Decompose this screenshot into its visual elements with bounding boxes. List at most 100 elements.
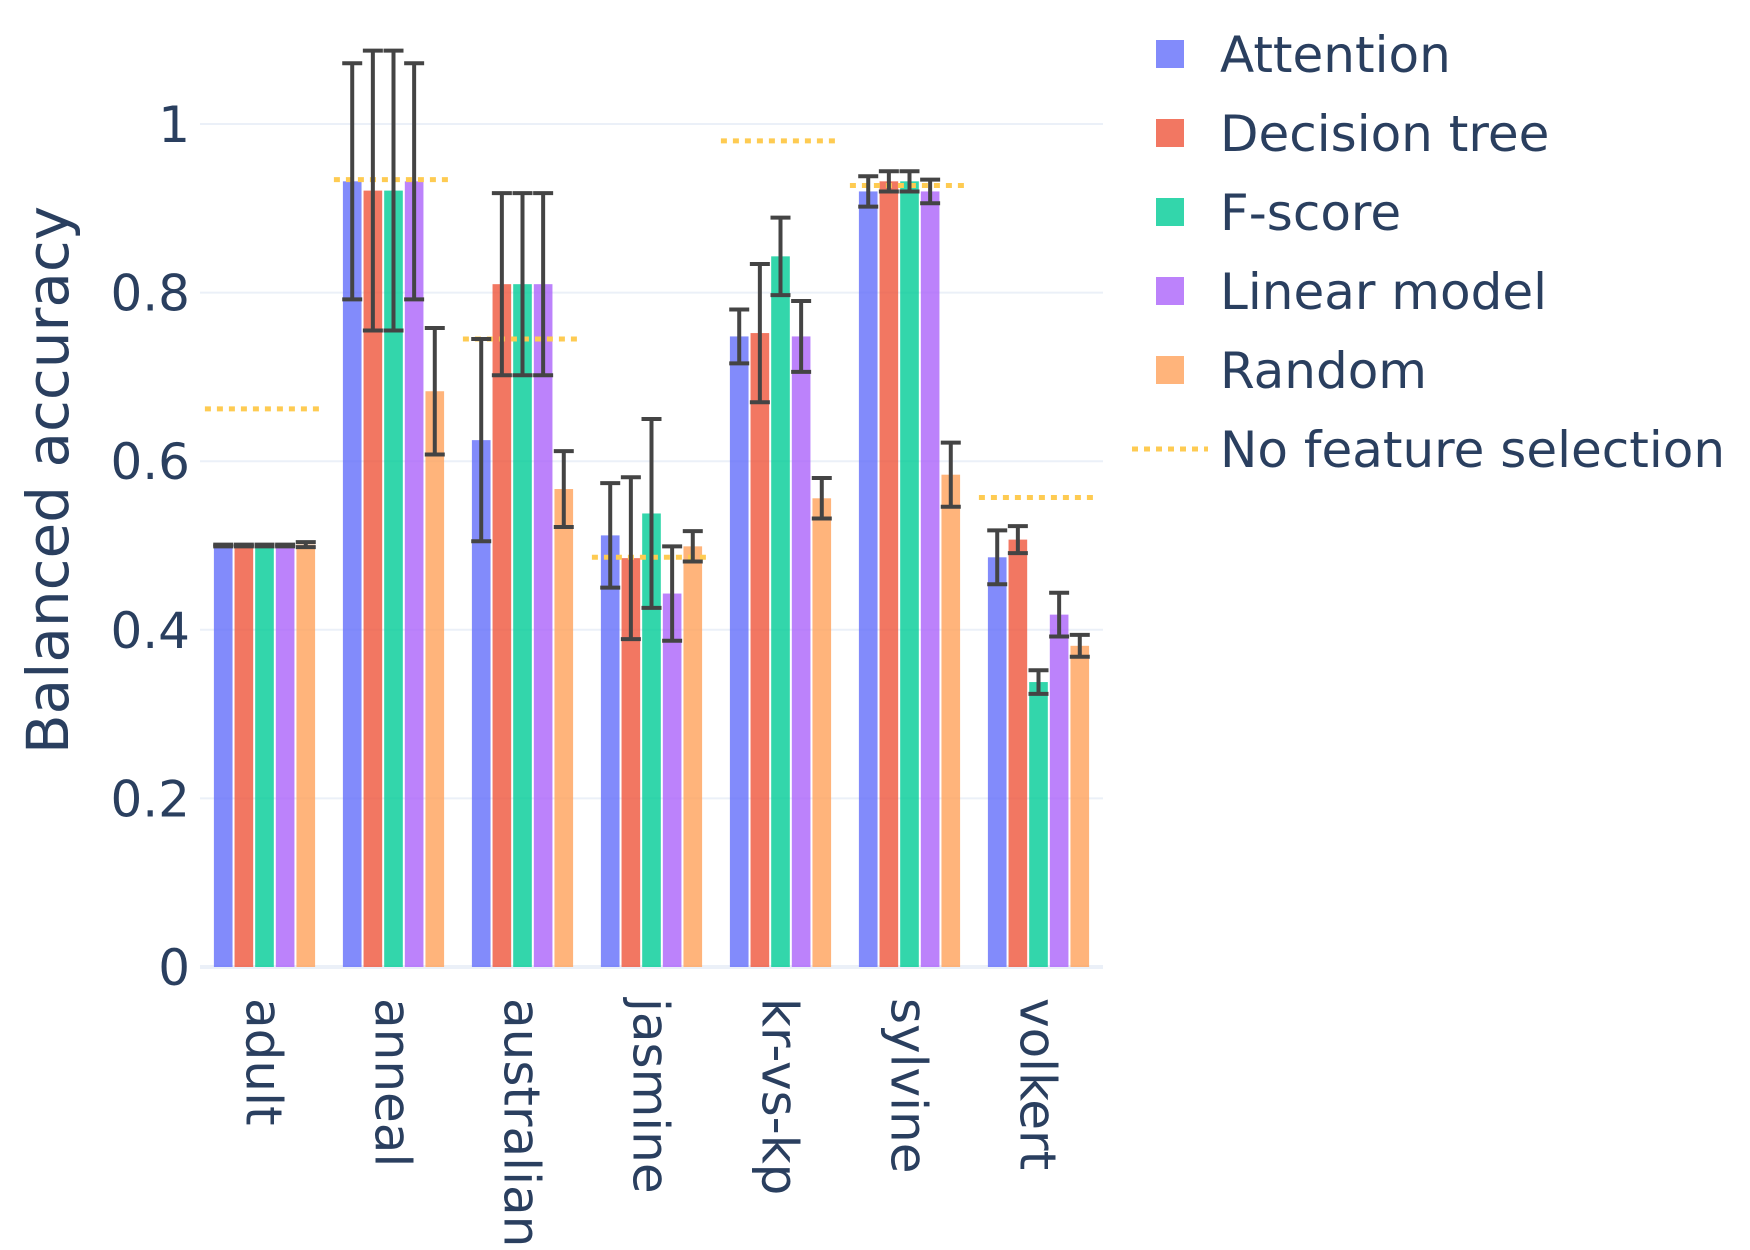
bar [1070,645,1090,967]
legend-swatch [1156,40,1184,68]
error-bar [533,191,554,378]
legend: Attention Decision tree F-score Linear mode… [1132,26,1725,479]
bar [771,256,790,967]
y-tick-labels: 0 0.2 0.4 0.6 0.8 1 [110,96,190,997]
legend-swatch [1156,198,1184,226]
y-axis-title: Balanced accuracy [14,206,82,754]
error-bar [275,542,296,549]
x-tick-label: volkert [1009,998,1067,1170]
error-bar [662,544,683,643]
x-tick-label: kr-vs-kp [751,998,809,1195]
x-tick-label: sylvine [880,998,938,1173]
bars [213,181,1090,968]
bar [234,545,254,967]
legend-label: Decision tree [1220,105,1549,163]
error-bar [491,191,512,378]
bar [296,544,316,967]
bar [729,336,749,967]
bar [621,558,641,967]
bar [425,391,445,968]
bar [342,181,362,968]
bar [900,181,919,968]
bar [642,513,661,967]
error-bar [620,475,641,642]
bar [363,190,383,968]
error-bar [729,307,750,366]
error-bar [471,336,492,544]
bar [1029,682,1048,967]
error-bar [920,177,941,206]
x-tick-labels: adult anneal australian jasmine kr-vs-kp sylv… [235,997,1067,1247]
error-bar [383,48,404,333]
error-bar [770,215,791,298]
error-bar [233,542,254,549]
error-bar [940,440,961,509]
legend-swatch [1156,356,1184,384]
error-bar [878,169,899,194]
bar [275,545,295,967]
x-tick-label: australian [493,998,551,1247]
error-bar [213,542,234,549]
error-bar [811,476,832,521]
y-tick-label: 0.8 [110,265,190,323]
error-bar [641,417,662,610]
legend-label: F-score [1220,184,1401,242]
legend-label: Linear model [1220,263,1547,321]
bar [1049,614,1069,967]
legend-label: Random [1220,342,1427,400]
bar [384,190,403,968]
bar [513,284,532,967]
error-bar [1028,668,1049,696]
bar [533,284,553,967]
x-tick-label: adult [235,998,293,1126]
error-bar [899,169,920,194]
error-bar [295,540,316,550]
bar [879,181,899,968]
x-tick-label: anneal [364,998,422,1167]
bar [554,489,574,967]
bar [683,546,703,967]
bar [492,284,512,967]
y-tick-label: 1 [158,96,190,154]
bar [1008,539,1028,967]
error-bar [404,61,425,302]
bar [471,440,491,967]
error-bar [362,48,383,333]
bar [812,498,832,967]
legend-label: No feature selection [1220,421,1725,479]
bar [920,191,940,967]
error-bar [682,529,703,564]
bar [255,545,274,967]
error-bar [858,174,879,209]
bar [600,535,620,967]
y-tick-label: 0.4 [110,602,190,660]
legend-swatch [1156,277,1184,305]
error-bar [987,528,1008,587]
error-bar [1069,632,1090,659]
legend-swatch [1156,119,1184,147]
error-bar [1007,524,1028,556]
error-bar [254,542,275,549]
error-bar [512,191,533,378]
error-bar [791,299,812,374]
x-tick-label: jasmine [622,997,680,1194]
bar [791,336,811,967]
bar [404,181,424,968]
bar [858,191,878,967]
error-bar [553,449,574,529]
y-tick-label: 0.2 [110,770,190,828]
error-bar [424,326,445,457]
error-bar [749,261,770,405]
y-tick-label: 0.6 [110,433,190,491]
error-bar [342,61,363,302]
bar [662,593,682,967]
y-tick-label: 0 [158,939,190,997]
legend-label: Attention [1220,26,1451,84]
error-bar [1049,590,1070,639]
bar [941,474,961,967]
bar [213,545,233,967]
error-bars [213,48,1090,696]
bar [750,333,770,968]
bar [987,557,1007,967]
